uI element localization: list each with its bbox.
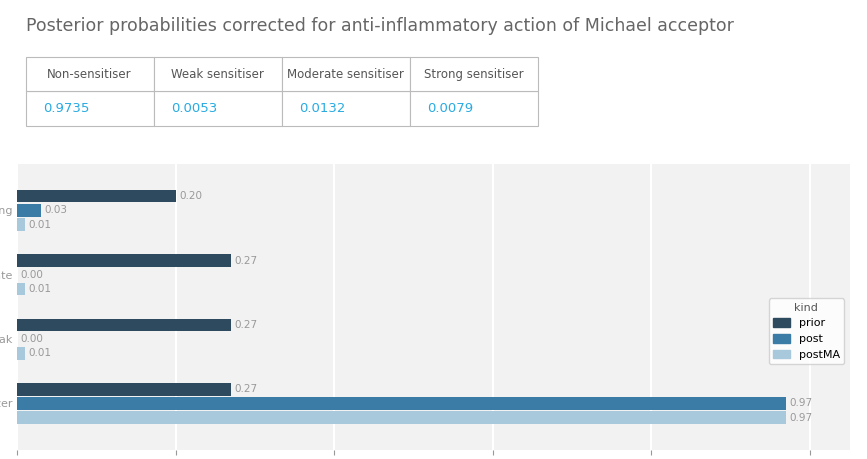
Legend: prior, post, postMA: prior, post, postMA (768, 298, 844, 364)
Text: 0.0079: 0.0079 (427, 102, 473, 115)
Text: 0.20: 0.20 (179, 191, 202, 201)
Bar (409, 91, 538, 126)
Bar (17, 283, 25, 295)
Bar (282, 57, 409, 91)
Text: 0.03: 0.03 (44, 206, 68, 215)
Text: 0.01: 0.01 (29, 219, 51, 230)
Bar (17, 347, 25, 359)
Bar (153, 57, 282, 91)
Bar (409, 57, 538, 91)
Text: 0.01: 0.01 (29, 348, 51, 358)
Text: 0.97: 0.97 (790, 398, 812, 409)
Text: Non-sensitiser: Non-sensitiser (48, 68, 132, 81)
Text: Strong sensitiser: Strong sensitiser (424, 68, 524, 81)
Text: 0.27: 0.27 (235, 320, 257, 330)
Text: 0.00: 0.00 (21, 334, 43, 344)
Text: 0.97: 0.97 (790, 413, 812, 423)
Text: 0.00: 0.00 (21, 270, 43, 280)
Bar (17, 319, 231, 331)
Bar (17, 204, 41, 217)
Text: Posterior probabilities corrected for anti-inflammatory action of Michael accept: Posterior probabilities corrected for an… (26, 17, 733, 35)
Text: Moderate sensitiser: Moderate sensitiser (287, 68, 404, 81)
Text: 0.9735: 0.9735 (43, 102, 89, 115)
Text: 0.01: 0.01 (29, 284, 51, 294)
Bar (17, 397, 786, 410)
Bar (17, 218, 25, 231)
Bar (153, 91, 282, 126)
Text: 0.0132: 0.0132 (299, 102, 346, 115)
Bar (17, 254, 231, 267)
Bar (17, 383, 231, 396)
Text: Weak sensitiser: Weak sensitiser (171, 68, 264, 81)
Bar (17, 190, 176, 202)
Text: 0.27: 0.27 (235, 384, 257, 394)
Bar (26, 91, 153, 126)
Bar (17, 411, 786, 424)
Text: 0.0053: 0.0053 (172, 102, 218, 115)
Bar (282, 91, 409, 126)
Text: 0.27: 0.27 (235, 256, 257, 266)
Bar (26, 57, 153, 91)
